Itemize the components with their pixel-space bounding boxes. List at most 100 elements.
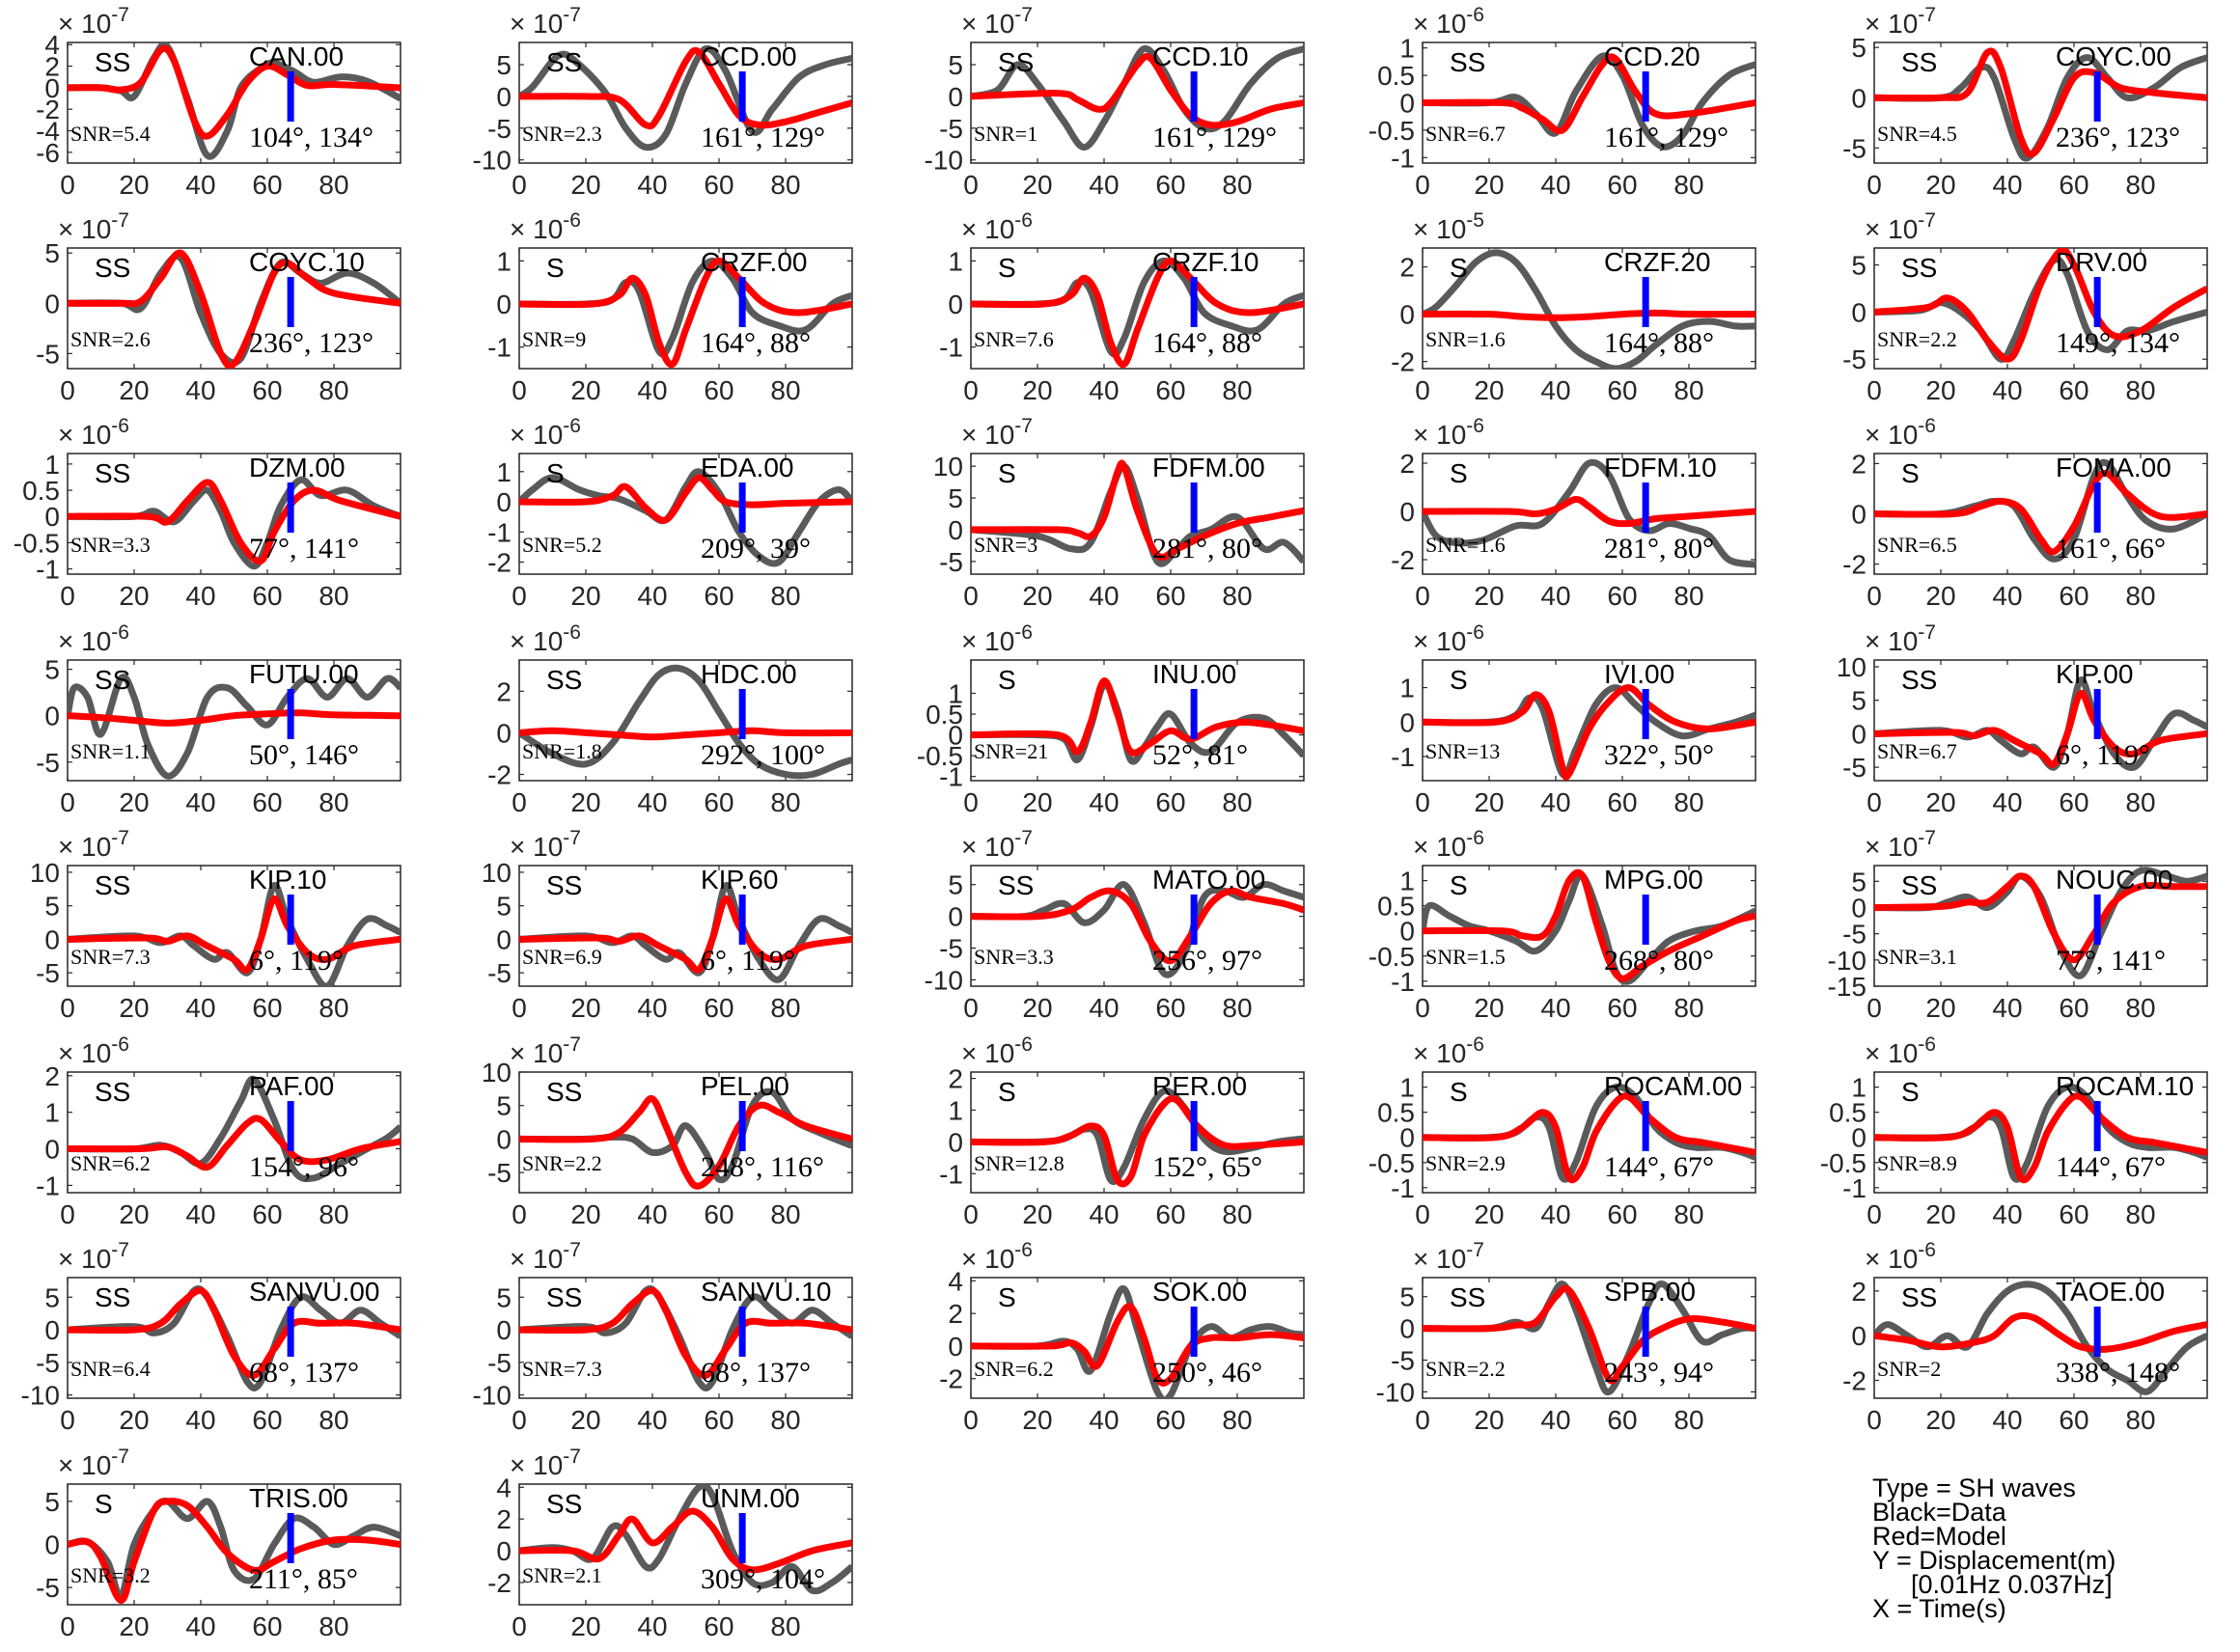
data-trace	[519, 1285, 852, 1391]
y-tick-label: -1	[1391, 742, 1415, 772]
x-tick-label: 60	[252, 581, 282, 611]
x-tick-label: 20	[1022, 581, 1052, 611]
y-exponent-label: × 10-6	[510, 415, 581, 450]
x-tick-label: 20	[570, 581, 600, 611]
x-tick-label: 20	[1022, 993, 1052, 1023]
station-label: CCD.10	[1152, 41, 1249, 71]
y-exponent-label: × 10-7	[58, 4, 129, 39]
station-label: PAF.00	[249, 1071, 334, 1101]
x-tick-label: 40	[185, 787, 215, 817]
x-tick-label: 60	[252, 1199, 282, 1229]
x-tick-label: 60	[1155, 1199, 1185, 1229]
legend-band: [0.01Hz 0.037Hz]	[1911, 1570, 2113, 1599]
x-tick-label: 0	[963, 170, 979, 200]
y-exponent-label: × 10-7	[58, 1446, 129, 1480]
y-exponent-label: × 10-6	[1865, 1239, 1936, 1274]
x-tick-label: 80	[1222, 170, 1252, 200]
snr-label: SNR=3.3	[70, 533, 151, 557]
snr-label: SNR=2.2	[522, 1151, 602, 1175]
snr-label: SNR=7.3	[70, 945, 151, 969]
y-tick-label: 1	[1399, 867, 1415, 896]
x-tick-label: 60	[2059, 1405, 2088, 1435]
y-tick-label: 5	[44, 655, 60, 685]
snr-label: SNR=7.3	[522, 1357, 602, 1381]
x-tick-label: 40	[185, 170, 215, 200]
y-exponent-label: × 10-6	[58, 1033, 129, 1068]
phase-label: SS	[95, 1282, 130, 1312]
x-tick-label: 40	[1992, 375, 2022, 405]
y-tick-label: 2	[1851, 1277, 1867, 1307]
x-tick-label: 20	[1022, 1405, 1052, 1435]
data-trace	[68, 476, 401, 570]
model-trace	[1874, 469, 2207, 556]
model-trace	[971, 53, 1304, 129]
angle-label: 164°, 88°	[1152, 327, 1262, 359]
angle-label: 144°, 67°	[1604, 1151, 1714, 1183]
x-tick-label: 80	[318, 787, 348, 817]
x-tick-label: 20	[570, 1405, 600, 1435]
angle-label: 292°, 100°	[701, 739, 825, 771]
y-tick-label: 2	[948, 1064, 963, 1094]
y-tick-label: -10	[473, 1381, 512, 1411]
data-trace	[1423, 249, 1756, 369]
y-tick-label: -10	[925, 965, 963, 995]
phase-label: SS	[1901, 253, 1937, 283]
y-tick-label: -1	[1391, 143, 1415, 173]
x-tick-label: 80	[1673, 170, 1703, 200]
x-tick-label: 80	[2125, 581, 2155, 611]
y-tick-label: 2	[1399, 253, 1415, 283]
snr-label: SNR=1.6	[1425, 533, 1506, 557]
angle-label: 236°, 123°	[2056, 122, 2180, 153]
figure-legend: Type = SH waves Black=Data Red=Model Y =…	[1872, 1475, 2116, 1622]
x-tick-label: 0	[1415, 993, 1430, 1023]
y-tick-label: 2	[496, 1504, 512, 1534]
y-tick-label: -5	[1842, 753, 1867, 783]
x-tick-label: 20	[1022, 787, 1052, 817]
x-tick-label: 80	[1673, 375, 1703, 405]
y-tick-label: 1	[1399, 1073, 1415, 1103]
snr-label: SNR=6.2	[70, 1151, 151, 1175]
x-tick-label: 80	[1222, 581, 1252, 611]
y-tick-label: -1	[36, 1170, 60, 1200]
y-tick-label: 5	[496, 1282, 512, 1312]
y-tick-label: 0	[1399, 917, 1415, 947]
y-exponent-label: × 10-7	[1865, 827, 1936, 862]
y-tick-label: 2	[948, 1299, 963, 1329]
axes-box	[970, 247, 1305, 370]
y-tick-label: 5	[44, 1487, 60, 1517]
y-tick-label: 4	[44, 30, 60, 60]
x-tick-label: 80	[1222, 1405, 1252, 1435]
x-tick-label: 60	[2059, 1199, 2088, 1229]
axes-box	[1873, 1071, 2208, 1194]
x-tick-label: 80	[770, 1611, 800, 1641]
x-tick-label: 40	[637, 170, 667, 200]
y-exponent-label: × 10-6	[510, 209, 581, 244]
model-trace	[519, 46, 852, 130]
x-tick-label: 20	[1925, 1405, 1955, 1435]
model-trace	[519, 474, 852, 524]
station-label: DZM.00	[249, 453, 346, 482]
y-tick-label: 10	[1837, 652, 1867, 682]
x-tick-label: 0	[60, 787, 75, 817]
phase-label: SS	[546, 665, 582, 695]
x-tick-label: 80	[770, 1405, 800, 1435]
angle-label: 161°, 129°	[1604, 122, 1728, 153]
phase-label: S	[998, 1077, 1016, 1107]
snr-label: SNR=2	[1877, 1357, 1941, 1381]
y-tick-label: 0	[44, 1135, 60, 1165]
y-tick-label: -2	[487, 1568, 512, 1598]
snr-label: SNR=12.8	[974, 1151, 1065, 1175]
x-tick-label: 80	[318, 1199, 348, 1229]
x-tick-label: 60	[1607, 1199, 1637, 1229]
phase-label: SS	[1901, 1282, 1937, 1312]
y-tick-label: 0	[1399, 1314, 1415, 1344]
y-tick-label: -5	[36, 339, 60, 369]
angle-label: 322°, 50°	[1604, 739, 1714, 771]
angle-label: 243°, 94°	[1604, 1357, 1714, 1389]
snr-label: SNR=7.6	[974, 327, 1054, 351]
